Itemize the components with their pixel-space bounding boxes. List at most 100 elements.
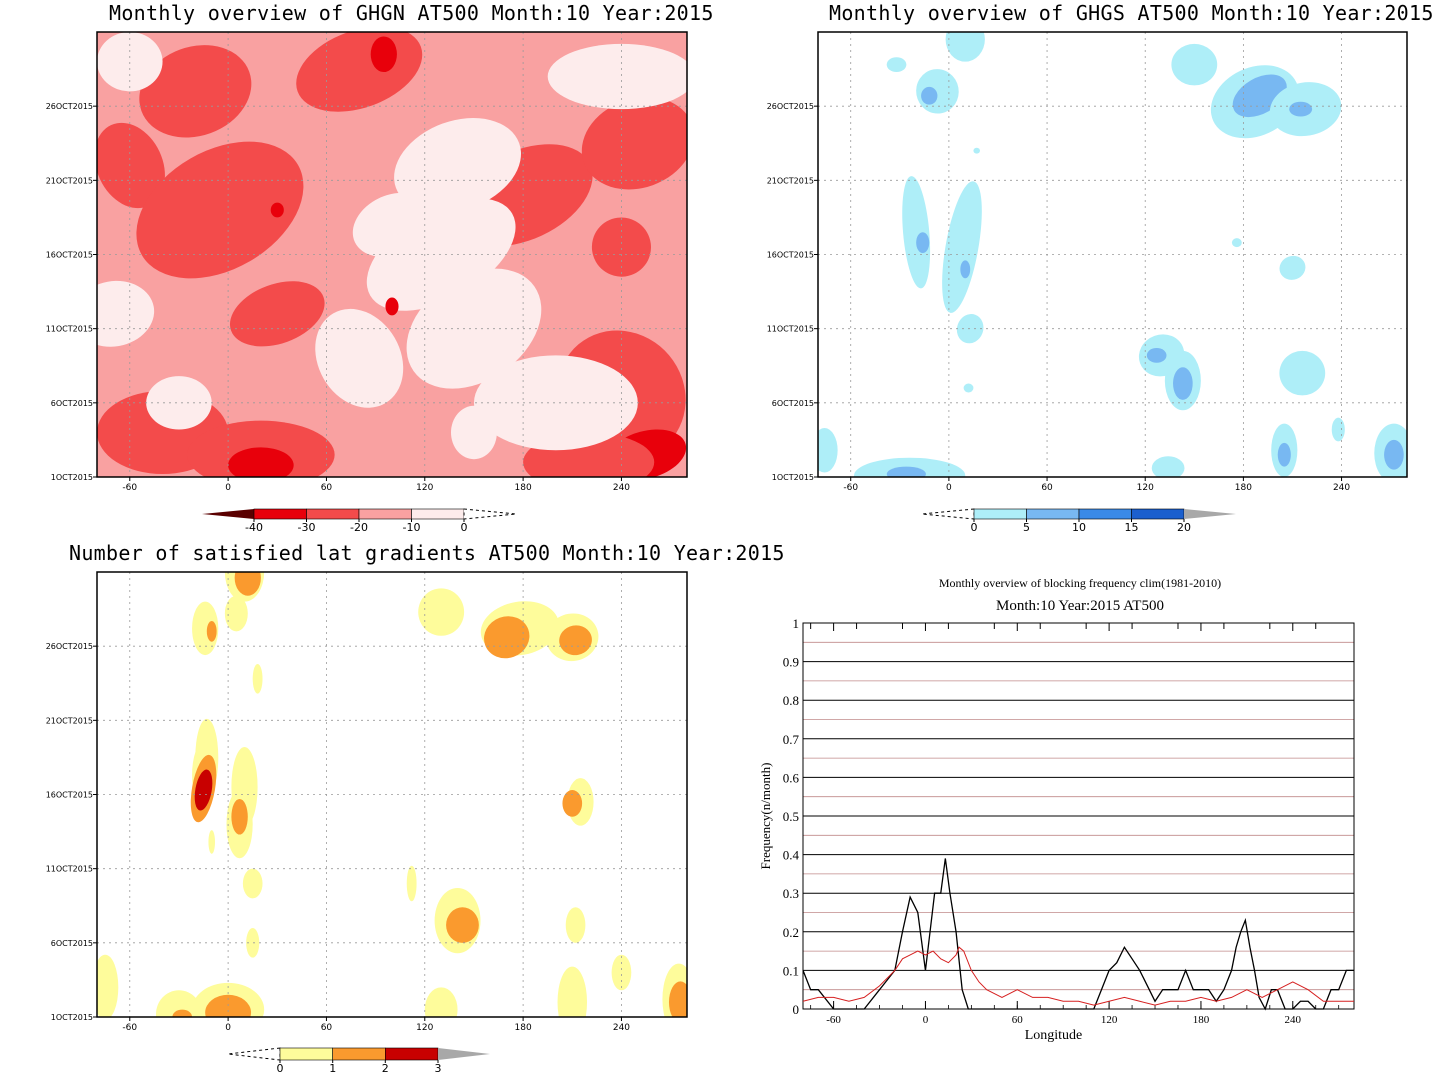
freq-subtitle: Month:10 Year:2015 AT500 [996,598,1164,614]
ghgn-y-tick-label: 1OCT2015 [51,473,93,482]
ghgs-contour-blob [1289,101,1313,117]
lat-y-tick-label: 6OCT2015 [51,939,93,948]
lat-contour-blob [562,790,583,817]
ghgs-contour-blob [1279,350,1326,396]
ghgs-x-tick-label: 180 [1235,483,1252,493]
ghgs-x-tick-label: 240 [1333,483,1350,493]
freq-x-tick-label: 240 [1285,1014,1302,1026]
ghgs-colorbar-label: 20 [1177,521,1191,534]
ghgn-colorbar-right-triangle [463,508,517,520]
lat-colorbar-left-triangle [227,1047,281,1061]
lat-contour-blob [668,981,687,1017]
lat-y-tick-label: 16OCT2015 [46,791,93,800]
lat-colorbar-label: 0 [277,1062,284,1075]
ghgs-colorbar-label: 0 [971,521,978,534]
lat-contour-blob [194,769,213,811]
lat-contour-blob [406,865,417,902]
lat-y-tick-label: 26OCT2015 [46,642,93,651]
lat-x-tick-label: 0 [225,1023,231,1033]
ghgs-contour-blob [1279,255,1306,280]
ghgn-y-tick-label: 11OCT2015 [46,325,93,334]
freq-y-tick-label: 1 [793,616,800,631]
freq-y-tick-label: 0.9 [783,655,799,670]
ghgs-contour-blob [916,232,930,254]
ghgs-contour-blob [1171,43,1218,86]
freq-y-tick-label: 0.1 [783,963,799,978]
ghgs-contour-blob [956,314,984,344]
lat-colorbar-swatch [332,1047,386,1061]
ghgs-contour-blob [945,32,985,62]
lat-x-tick-label: 180 [515,1023,532,1033]
ghgs-contour-blob [1231,238,1242,248]
ghgn-y-tick-label: 26OCT2015 [46,102,93,111]
ghgn-contour-blob [547,43,687,110]
freq-series-red-line [802,946,1354,1006]
lat-title: Number of satisfied lat gradients AT500 … [69,541,785,565]
freq-y-tick-label: 0.3 [783,886,799,901]
lat-contour-blob [192,601,219,656]
ghgn-colorbar-label: -20 [350,521,368,534]
lat-colorbar-swatch [385,1047,439,1061]
lat-contour-blob [484,616,530,659]
ghgs-contour-blob [973,147,980,154]
lat-contour-fills [97,572,687,1017]
lat-contour-blob [565,907,586,943]
ghgs-contour-blob [942,181,982,313]
ghgs-y-tick-label: 21OCT2015 [767,176,814,185]
freq-x-axis-label: Longitude [1025,1028,1083,1043]
ghgs-contour-blob [886,466,926,477]
ghgn-colorbar-swatch [358,508,412,520]
ghgs-title: Monthly overview of GHGS AT500 Month:10 … [829,1,1434,25]
ghgs-frame [817,31,1408,478]
ghgn-y-tick-label: 6OCT2015 [51,399,93,408]
ghgs-panel: -60 0 60 120 180 240 1OCT2015 6OCT2015 11OCT2015… [767,31,1408,493]
lat-contour-blob [424,987,458,1017]
ghgn-colorbar-swatch [306,508,360,520]
ghgs-x-tick-label: -60 [843,483,858,493]
lat-contour-blob [611,954,632,991]
ghgn-colorbar-left-triangle [202,509,254,519]
freq-y-tick-label: 0.5 [783,809,799,824]
ghgn-colorbar-label: -30 [298,521,316,534]
ghgn-panel: -60 0 60 120 180 240 1OCT2015 6OCT2015 11OCT2015… [46,31,688,493]
ghgs-colorbar-swatch [973,508,1027,520]
lat-frame [96,571,688,1018]
ghgn-contour-blob [146,376,212,430]
ghgn-colorbar-swatch [411,508,465,520]
ghgs-contour-blob [1384,439,1404,470]
ghgs-contour-blob [960,260,971,279]
freq-y-tick-label: 0.7 [783,732,800,747]
lat-contour-blob [172,1009,193,1017]
freq-title: Monthly overview of blocking frequency c… [938,576,1222,590]
ghgs-y-tick-label: 11OCT2015 [767,325,814,334]
lat-contour-blob [557,966,588,1017]
ghgs-colorbar-swatch [1131,508,1185,520]
lat-y-tick-label: 21OCT2015 [46,716,93,725]
ghgn-x-tick-label: 0 [225,483,231,493]
lat-x-tick-label: 60 [321,1023,333,1033]
lat-x-tick-label: 120 [416,1023,433,1033]
freq-series-black-line [802,858,1354,1011]
freq-x-tick-label: -60 [826,1014,841,1026]
ghgn-colorbar: -40 -30 -20 -10 0 [202,508,517,534]
ghgn-contour-blob [451,405,497,460]
ghgs-contour-blob [1151,456,1185,477]
freq-y-tick-label: 0.6 [783,770,800,785]
freq-y-tick-label: 0 [793,1002,800,1017]
ghgn-contour-blob [315,308,404,408]
ghgn-contour-blob [370,36,397,73]
lat-x-tick-label: 240 [613,1023,630,1033]
freq-x-tick-label: 60 [1012,1014,1024,1026]
lat-contour-blob [231,798,248,835]
ghgs-contour-fills [818,32,1407,477]
lat-contour-blob [206,620,217,642]
ghgn-x-tick-label: 240 [613,483,630,493]
freq-y-tick-label: 0.2 [783,925,799,940]
ghgs-contour-blob [1331,417,1345,442]
ghgs-x-tick-label: 0 [946,483,952,493]
ghgn-y-tick-label: 21OCT2015 [46,176,93,185]
lat-x-tick-label: -60 [122,1023,137,1033]
ghgn-contour-blob [581,97,687,190]
lat-colorbar-right-triangle [438,1048,490,1060]
lat-panel: -60 0 60 120 180 240 1OCT2015 6OCT2015 11OCT2015… [46,571,688,1033]
